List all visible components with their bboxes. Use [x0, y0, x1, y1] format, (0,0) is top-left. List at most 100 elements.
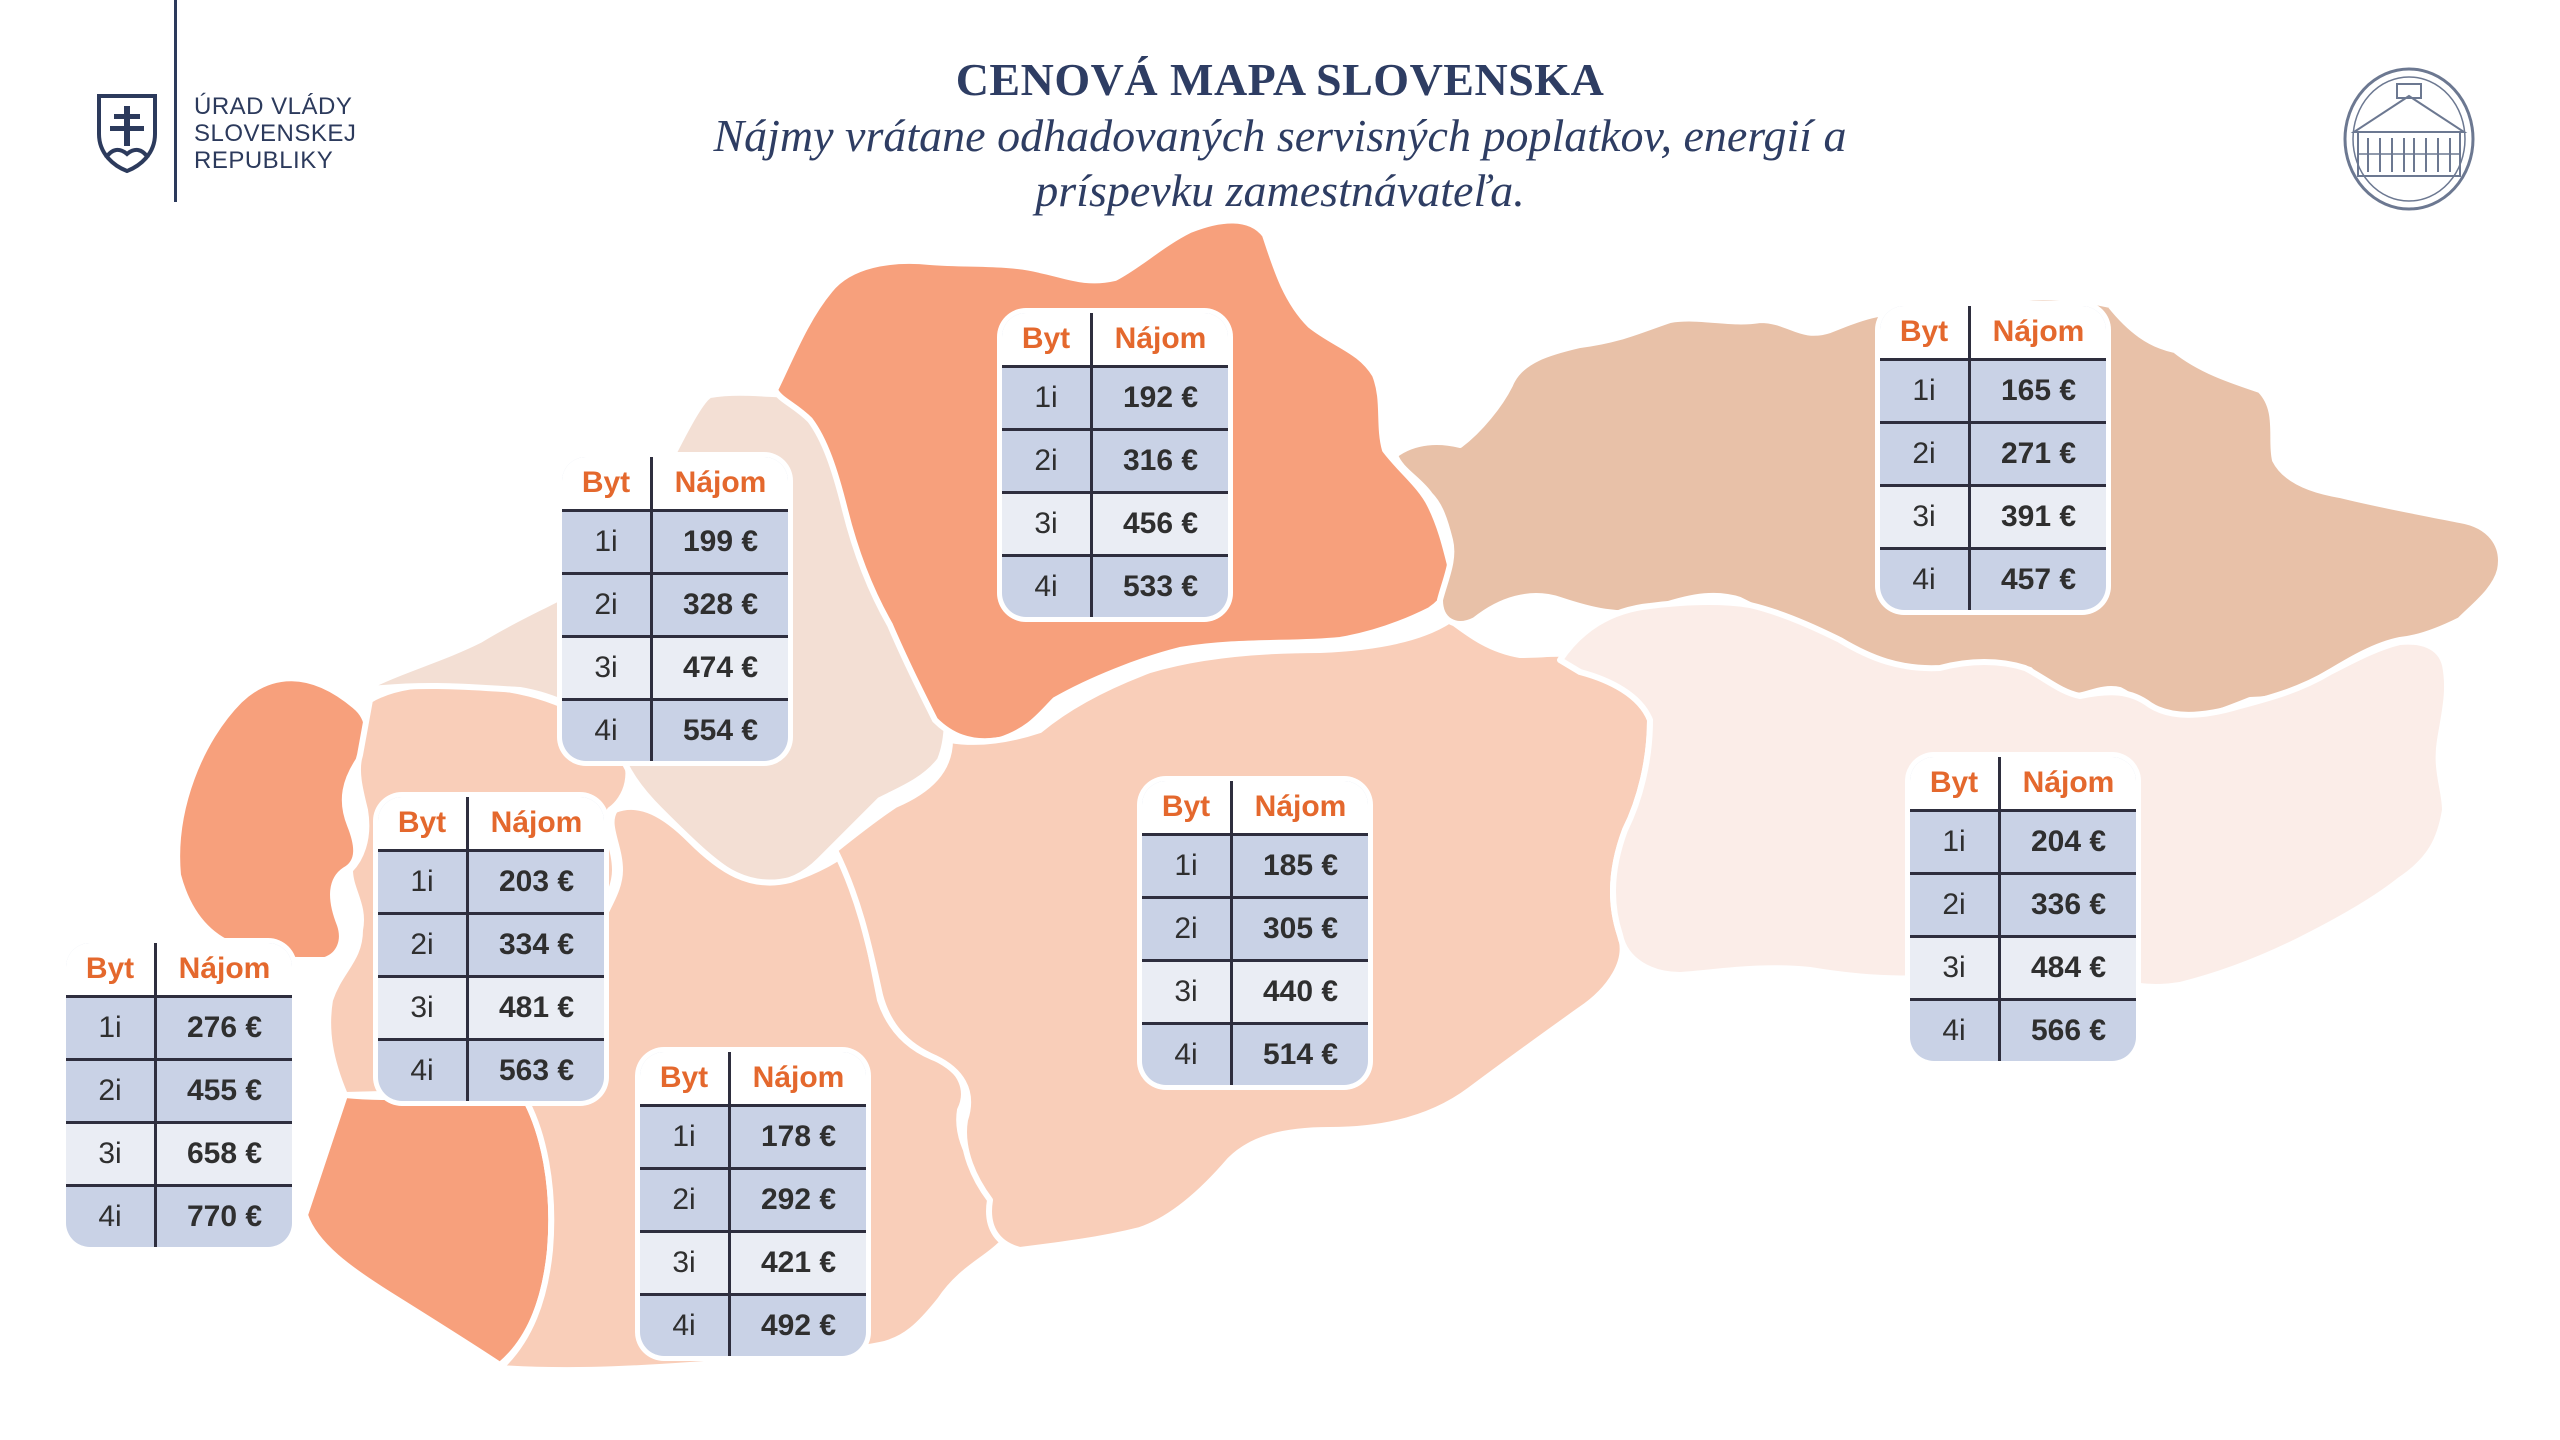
rent-table-trencin: Byt Nájom 1i 199 € 2i 328 € 3i 474 € 4i 554 …: [562, 457, 788, 761]
region-bratislava-south[interactable]: [302, 1087, 555, 1368]
rent-table-nitra: Byt Nájom 1i 178 € 2i 292 € 3i 421 € 4i 492 …: [640, 1052, 866, 1356]
flat-size: 4i: [640, 1296, 731, 1356]
table-header: Byt Nájom: [378, 797, 604, 849]
flat-size: 2i: [1910, 875, 2001, 935]
rent-value: 391 €: [2000, 500, 2077, 533]
table-row: 2i 292 €: [640, 1167, 866, 1230]
rent-value: 305 €: [1262, 912, 1339, 945]
flat-size: 1i: [1002, 368, 1093, 428]
header-flat: Byt: [640, 1052, 731, 1104]
logo-divider: [174, 0, 177, 202]
rent-table-banska-bystrica: Byt Nájom 1i 185 € 2i 305 € 3i 440 € 4i 514 …: [1142, 781, 1368, 1085]
flat-size: 4i: [562, 701, 653, 761]
header-rent: Nájom: [178, 952, 271, 985]
header-flat: Byt: [1880, 306, 1971, 358]
table-row: 3i 456 €: [1002, 491, 1228, 554]
table-row: 4i 457 €: [1880, 547, 2106, 610]
table-row: 1i 199 €: [562, 509, 788, 572]
organization-line-2: SLOVENSKEJ REPUBLIKY: [194, 120, 357, 174]
flat-size: 2i: [562, 575, 653, 635]
table-row: 3i 481 €: [378, 975, 604, 1038]
rent-value: 455 €: [186, 1074, 263, 1107]
rent-value: 203 €: [498, 865, 575, 898]
table-header: Byt Nájom: [1002, 313, 1228, 365]
header-rent: Nájom: [490, 806, 583, 839]
flat-size: 3i: [378, 978, 469, 1038]
table-row: 1i 185 €: [1142, 833, 1368, 896]
table-row: 2i 328 €: [562, 572, 788, 635]
rent-value: 457 €: [2000, 563, 2077, 596]
table-row: 2i 305 €: [1142, 896, 1368, 959]
rent-value: 199 €: [682, 525, 759, 558]
table-row: 2i 455 €: [66, 1058, 292, 1121]
rent-table-zilina: Byt Nájom 1i 192 € 2i 316 € 3i 456 € 4i 533 …: [1002, 313, 1228, 617]
flat-size: 3i: [562, 638, 653, 698]
rent-value: 533 €: [1122, 570, 1199, 603]
page-title: CENOVÁ MAPA SLOVENSKA: [955, 54, 1605, 105]
region-bratislava[interactable]: [174, 675, 371, 963]
table-row: 1i 204 €: [1910, 809, 2136, 872]
table-row: 3i 658 €: [66, 1121, 292, 1184]
flat-size: 2i: [1880, 424, 1971, 484]
header-rent: Nájom: [1114, 322, 1207, 355]
rent-table-presov: Byt Nájom 1i 165 € 2i 271 € 3i 391 € 4i 457 …: [1880, 306, 2106, 610]
flat-size: 4i: [1002, 557, 1093, 617]
header-flat: Byt: [562, 457, 653, 509]
flat-size: 3i: [1142, 962, 1233, 1022]
rent-value: 178 €: [760, 1120, 837, 1153]
header-flat: Byt: [66, 943, 157, 995]
table-row: 4i 514 €: [1142, 1022, 1368, 1085]
rent-value: 566 €: [2030, 1014, 2107, 1047]
flat-size: 1i: [1910, 812, 2001, 872]
rent-value: 563 €: [498, 1054, 575, 1087]
title-block: CENOVÁ MAPA SLOVENSKA Nájmy vrátane odha…: [480, 52, 2080, 218]
flat-size: 4i: [66, 1187, 157, 1247]
flat-size: 3i: [640, 1233, 731, 1293]
header-rent: Nájom: [1254, 790, 1347, 823]
table-row: 3i 484 €: [1910, 935, 2136, 998]
table-header: Byt Nájom: [562, 457, 788, 509]
rent-value: 336 €: [2030, 888, 2107, 921]
flat-size: 4i: [1142, 1025, 1233, 1085]
flat-size: 3i: [1880, 487, 1971, 547]
rent-value: 484 €: [2030, 951, 2107, 984]
rent-value: 165 €: [2000, 374, 2077, 407]
flat-size: 1i: [66, 998, 157, 1058]
rent-value: 192 €: [1122, 381, 1199, 414]
table-row: 4i 566 €: [1910, 998, 2136, 1061]
table-header: Byt Nájom: [66, 943, 292, 995]
rent-value: 514 €: [1262, 1038, 1339, 1071]
organization-line-1: ÚRAD VLÁDY: [194, 93, 353, 120]
rent-value: 770 €: [186, 1200, 263, 1233]
rent-value: 658 €: [186, 1137, 263, 1170]
header-rent: Nájom: [752, 1061, 845, 1094]
flat-size: 4i: [1910, 1001, 2001, 1061]
table-row: 4i 770 €: [66, 1184, 292, 1247]
rent-value: 474 €: [682, 651, 759, 684]
table-row: 1i 192 €: [1002, 365, 1228, 428]
flat-size: 2i: [1002, 431, 1093, 491]
rent-value: 292 €: [760, 1183, 837, 1216]
flat-size: 2i: [640, 1170, 731, 1230]
rent-value: 440 €: [1262, 975, 1339, 1008]
header-flat: Byt: [1910, 757, 2001, 809]
table-header: Byt Nájom: [1142, 781, 1368, 833]
table-row: 4i 563 €: [378, 1038, 604, 1101]
flat-size: 1i: [1142, 836, 1233, 896]
rent-value: 328 €: [682, 588, 759, 621]
rent-table-bratislava: Byt Nájom 1i 276 € 2i 455 € 3i 658 € 4i 770 …: [66, 943, 292, 1247]
table-header: Byt Nájom: [640, 1052, 866, 1104]
page-subtitle: Nájmy vrátane odhadovaných servisných po…: [713, 110, 1847, 216]
rent-value: 554 €: [682, 714, 759, 747]
rent-value: 185 €: [1262, 849, 1339, 882]
rent-value: 334 €: [498, 928, 575, 961]
header-flat: Byt: [1002, 313, 1093, 365]
table-header: Byt Nájom: [1880, 306, 2106, 358]
header-flat: Byt: [1142, 781, 1233, 833]
table-row: 2i 316 €: [1002, 428, 1228, 491]
table-row: 3i 421 €: [640, 1230, 866, 1293]
government-building-seal-icon: [2343, 67, 2475, 211]
table-row: 2i 336 €: [1910, 872, 2136, 935]
table-row: 3i 391 €: [1880, 484, 2106, 547]
